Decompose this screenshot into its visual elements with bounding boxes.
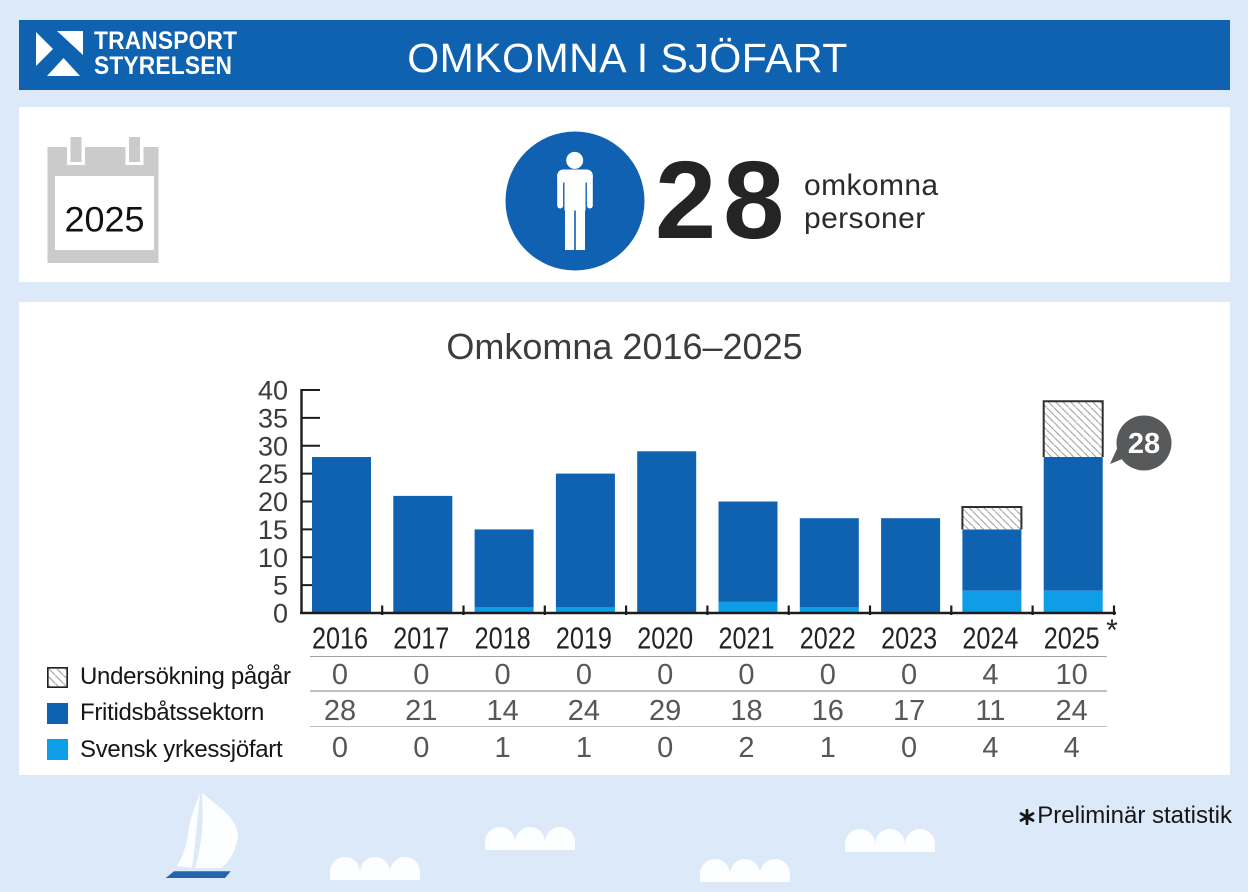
svg-text:2021: 2021	[719, 621, 775, 656]
svg-text:2025: 2025	[1044, 621, 1100, 656]
svg-text:2018: 2018	[475, 621, 531, 656]
svg-text:5: 5	[273, 571, 288, 601]
svg-text:2017: 2017	[393, 621, 449, 656]
svg-text:10: 10	[258, 543, 288, 573]
svg-text:25: 25	[258, 459, 288, 489]
svg-text:2022: 2022	[800, 621, 856, 656]
svg-text:2016: 2016	[312, 621, 368, 656]
svg-text:35: 35	[258, 403, 288, 433]
svg-text:2023: 2023	[881, 621, 937, 656]
svg-text:2020: 2020	[637, 621, 693, 656]
svg-text:15: 15	[258, 515, 288, 545]
svg-text:28: 28	[1128, 428, 1160, 460]
svg-text:*: *	[1106, 614, 1118, 647]
svg-text:40: 40	[258, 378, 288, 406]
svg-text:2024: 2024	[962, 621, 1018, 656]
svg-text:0: 0	[273, 599, 288, 629]
svg-text:2025: 2025	[65, 201, 145, 240]
svg-text:30: 30	[258, 431, 288, 461]
svg-text:20: 20	[258, 487, 288, 517]
svg-text:2019: 2019	[556, 621, 612, 656]
